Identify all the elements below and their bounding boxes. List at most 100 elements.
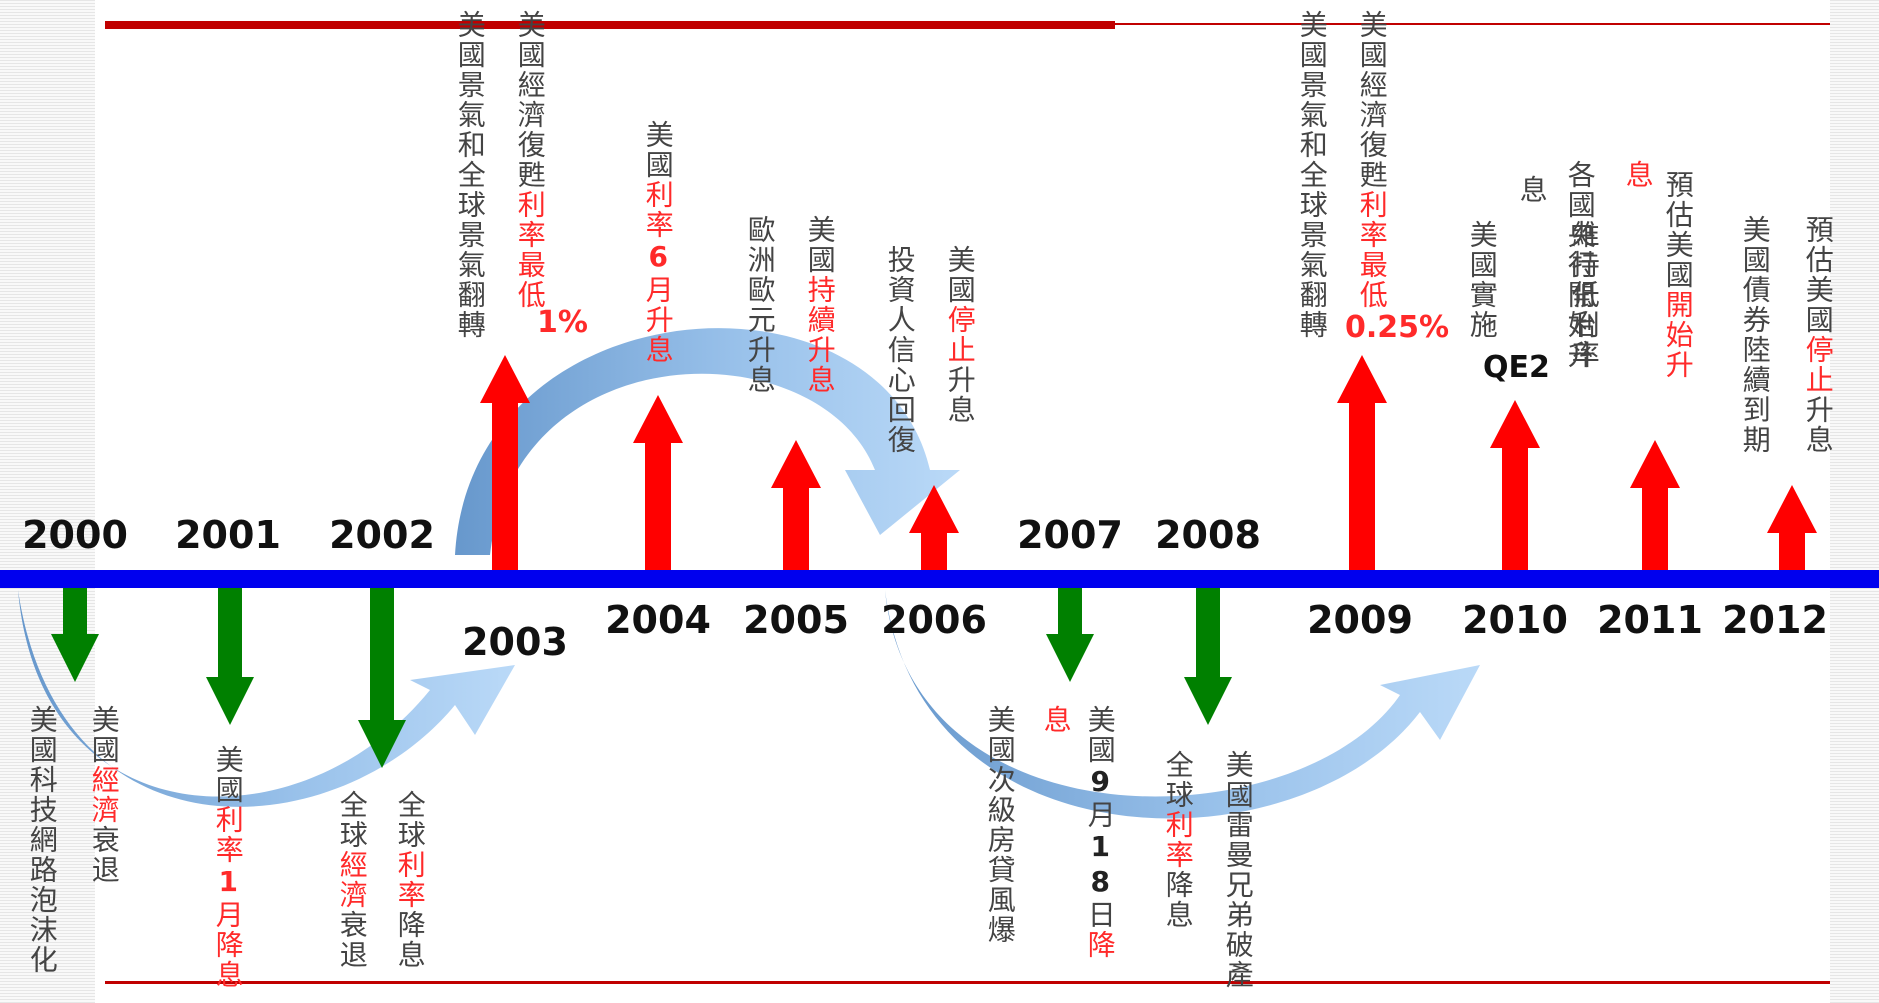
- down-note-2000-line-2: 美國經濟衰退: [87, 705, 121, 885]
- note-segment: 18: [1083, 830, 1117, 900]
- year-label-2005: 2005: [743, 598, 849, 642]
- down-note-2007-line-3: 美國9月18日降: [1083, 705, 1117, 960]
- note-segment: 投資人信心回復: [883, 245, 917, 455]
- note-segment: 停止: [1801, 335, 1835, 395]
- note-segment: 利率最低: [513, 190, 547, 310]
- year-label-2010: 2010: [1462, 598, 1568, 642]
- down-note-2007-line-1: 美國次級房貸風爆: [983, 705, 1017, 945]
- note-segment: 美國次級房貸風爆: [983, 705, 1017, 945]
- note-segment: 各國央行開始升: [1563, 160, 1597, 370]
- up-arrow-2010: [1490, 400, 1540, 570]
- up-note-2010-line-1: 美國實施: [1466, 220, 1499, 340]
- note-segment: 升息: [1801, 395, 1835, 455]
- note-segment: 停止: [943, 305, 977, 365]
- up-note-2010-line-2: 息: [1515, 175, 1549, 205]
- note-segment: 開始升: [1661, 290, 1695, 380]
- note-segment: 1: [211, 865, 245, 900]
- note-segment: 降: [1083, 930, 1117, 960]
- up-note-2003-line-2: 美國經濟復甦利率最低: [513, 10, 547, 310]
- down-note-2008-line-2: 美國雷曼兄弟破產: [1222, 750, 1255, 990]
- up-note-2009-line-2: 美國經濟復甦利率最低: [1355, 10, 1389, 310]
- note-segment: 歐洲歐元升息: [743, 215, 777, 395]
- year-label-2004: 2004: [605, 598, 711, 642]
- note-segment: 衰退: [335, 910, 369, 970]
- cycle-arrow-2006-2009: [885, 590, 1480, 819]
- cycle-arrow-2002-2006: [455, 328, 960, 555]
- up-note-2010-line-4: 各國央行開始升: [1563, 160, 1597, 370]
- up-note-2012-line-1: 美國債券陸續到期: [1738, 215, 1772, 455]
- cycle-arrow-2000-2003: [18, 590, 515, 807]
- down-arrow-2007: [1046, 588, 1094, 682]
- note-segment: 美國景氣和全球景氣翻轉: [1295, 10, 1329, 340]
- note-segment: 美國: [803, 215, 837, 275]
- note-segment: 息: [1621, 160, 1655, 190]
- note-segment: 全球: [335, 790, 369, 850]
- down-note-2008-line-1: 全球利率降息: [1161, 750, 1195, 930]
- up-note-2004-line-1: 美國利率6月升息: [641, 120, 675, 365]
- year-label-2006: 2006: [881, 598, 987, 642]
- note-segment: 月: [1083, 800, 1117, 830]
- note-segment: 利率: [211, 805, 245, 865]
- note-segment: 美國: [211, 745, 245, 805]
- up-note-2011-line-1: 息: [1621, 160, 1655, 190]
- note-segment: 利率: [641, 180, 675, 240]
- down-note-2001-line-1: 美國利率1月降息: [211, 745, 245, 990]
- top-rule-thick: [105, 21, 1115, 29]
- note-segment: 維持低利率: [1567, 220, 1601, 370]
- up-note-2005-line-1: 歐洲歐元升息: [743, 215, 777, 395]
- year-label-2008: 2008: [1155, 513, 1261, 557]
- up-arrow-2011: [1630, 440, 1680, 570]
- up-arrow-2004: [633, 395, 683, 570]
- note-segment: 降息: [393, 910, 427, 970]
- up-note-2012-line-2: 預估美國停止升息: [1801, 215, 1835, 455]
- down-note-2002-line-1: 全球經濟衰退: [335, 790, 369, 970]
- note-segment: 月降息: [211, 900, 245, 990]
- note-segment: 全球: [1161, 750, 1195, 810]
- up-note-2003-line-1: 美國景氣和全球景氣翻轉: [453, 10, 487, 340]
- down-note-2007-line-2: 息: [1039, 705, 1073, 735]
- note-segment: 利率: [1161, 810, 1195, 870]
- up-arrow-2003: [480, 355, 530, 570]
- note-segment: 美國: [1083, 705, 1117, 765]
- bottom-rule: [105, 981, 1830, 984]
- down-arrow-2008: [1184, 588, 1232, 725]
- year-label-2007: 2007: [1017, 513, 1123, 557]
- up-arrow-2009: [1337, 355, 1387, 570]
- note-segment: 美國債券陸續到期: [1738, 215, 1772, 455]
- up-arrow-2012: [1767, 485, 1817, 570]
- note-segment: 降息: [1161, 870, 1195, 930]
- note-segment: 息: [1515, 175, 1549, 205]
- year-label-2003: 2003: [462, 620, 568, 664]
- note-segment: 美國: [87, 705, 121, 765]
- note-segment: 美國: [943, 245, 977, 305]
- year-label-2000: 2000: [22, 513, 128, 557]
- down-arrow-2002: [358, 588, 406, 768]
- note-segment: 美國科技網路泡沫化: [25, 705, 59, 975]
- note-segment: 日: [1083, 900, 1117, 930]
- note-segment: 升息: [943, 365, 977, 425]
- note-segment: 美國景氣和全球景氣翻轉: [453, 10, 487, 340]
- year-label-2012: 2012: [1722, 598, 1828, 642]
- note-segment: 利率最低: [1355, 190, 1389, 310]
- note-segment: 美國: [641, 120, 675, 180]
- note-segment: 經濟: [335, 850, 369, 910]
- up-note-2010-value: QE2: [1483, 350, 1550, 385]
- top-rule-thin: [1115, 23, 1830, 25]
- up-note-2011-line-2: 預估美國開始升: [1661, 170, 1695, 380]
- down-note-2002-line-2: 全球利率降息: [393, 790, 427, 970]
- note-segment: 預估美國: [1801, 215, 1835, 335]
- up-arrow-2006: [909, 485, 959, 570]
- up-note-2005-line-2: 美國持續升息: [803, 215, 837, 395]
- note-segment: 全球: [393, 790, 427, 850]
- note-segment: 美國經濟復甦: [513, 10, 547, 190]
- year-label-2001: 2001: [175, 513, 281, 557]
- timeline-axis: [0, 570, 1879, 588]
- up-note-2006-line-1: 投資人信心回復: [883, 245, 917, 455]
- up-note-2009-value: 0.25%: [1345, 310, 1450, 345]
- up-arrow-2005: [771, 440, 821, 570]
- up-note-2003-value: 1%: [537, 305, 588, 340]
- note-segment: 息: [1039, 705, 1073, 735]
- year-label-2009: 2009: [1307, 598, 1413, 642]
